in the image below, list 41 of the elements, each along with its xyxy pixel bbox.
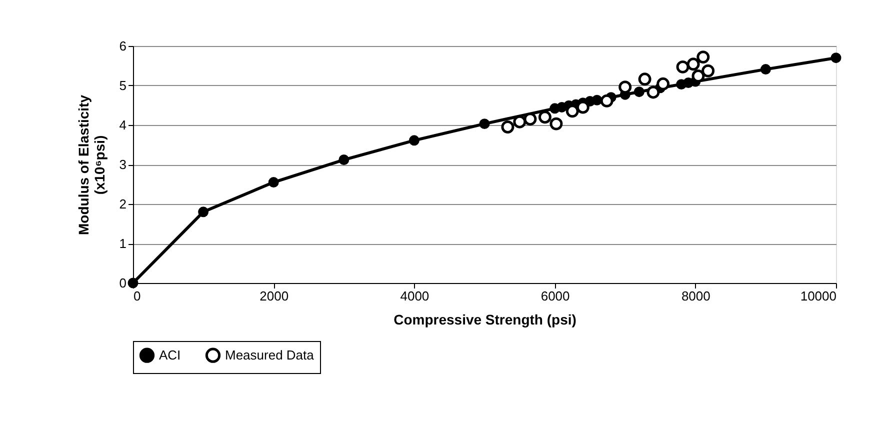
point — [538, 110, 552, 124]
y-tick-label: 3 — [119, 157, 126, 172]
point — [128, 278, 138, 288]
point — [646, 86, 660, 99]
y-tick-label: 5 — [119, 78, 126, 93]
point — [513, 115, 526, 128]
x-tick-label: 0 — [134, 288, 141, 304]
y-tick-label: 4 — [119, 118, 126, 132]
legend-label: ACI — [159, 347, 181, 362]
point — [696, 50, 710, 64]
y-tick-label: 0 — [119, 276, 126, 290]
legend-label: Measured Data — [225, 347, 315, 362]
point — [501, 120, 514, 134]
point — [600, 94, 614, 108]
y-tick-label: 6 — [119, 38, 126, 54]
point — [676, 60, 690, 74]
x-tick-label: 6000 — [540, 288, 570, 304]
point — [198, 206, 209, 218]
x-tick-label: 2000 — [260, 288, 289, 304]
point — [592, 94, 602, 106]
point — [760, 64, 771, 75]
x-axis-title: Compressive Strength (psi) — [394, 312, 576, 328]
point — [338, 154, 350, 165]
point — [638, 72, 652, 86]
point — [479, 118, 490, 130]
point — [550, 117, 563, 130]
x-tick-label: 8000 — [681, 288, 710, 304]
point — [524, 112, 537, 126]
point — [634, 86, 644, 98]
x-tick-label: 4000 — [400, 288, 430, 304]
x-tick-label: 10000 — [800, 288, 836, 304]
y-axis-title: Modulus of Elasticity (x10⁶psi) — [75, 94, 108, 236]
point — [618, 80, 632, 94]
y-tick-label: 1 — [119, 236, 126, 251]
point — [702, 64, 715, 78]
point — [830, 52, 842, 64]
point — [408, 135, 420, 146]
point — [268, 177, 279, 188]
y-tick-label: 2 — [119, 196, 126, 212]
point — [656, 77, 670, 90]
point — [686, 58, 700, 71]
